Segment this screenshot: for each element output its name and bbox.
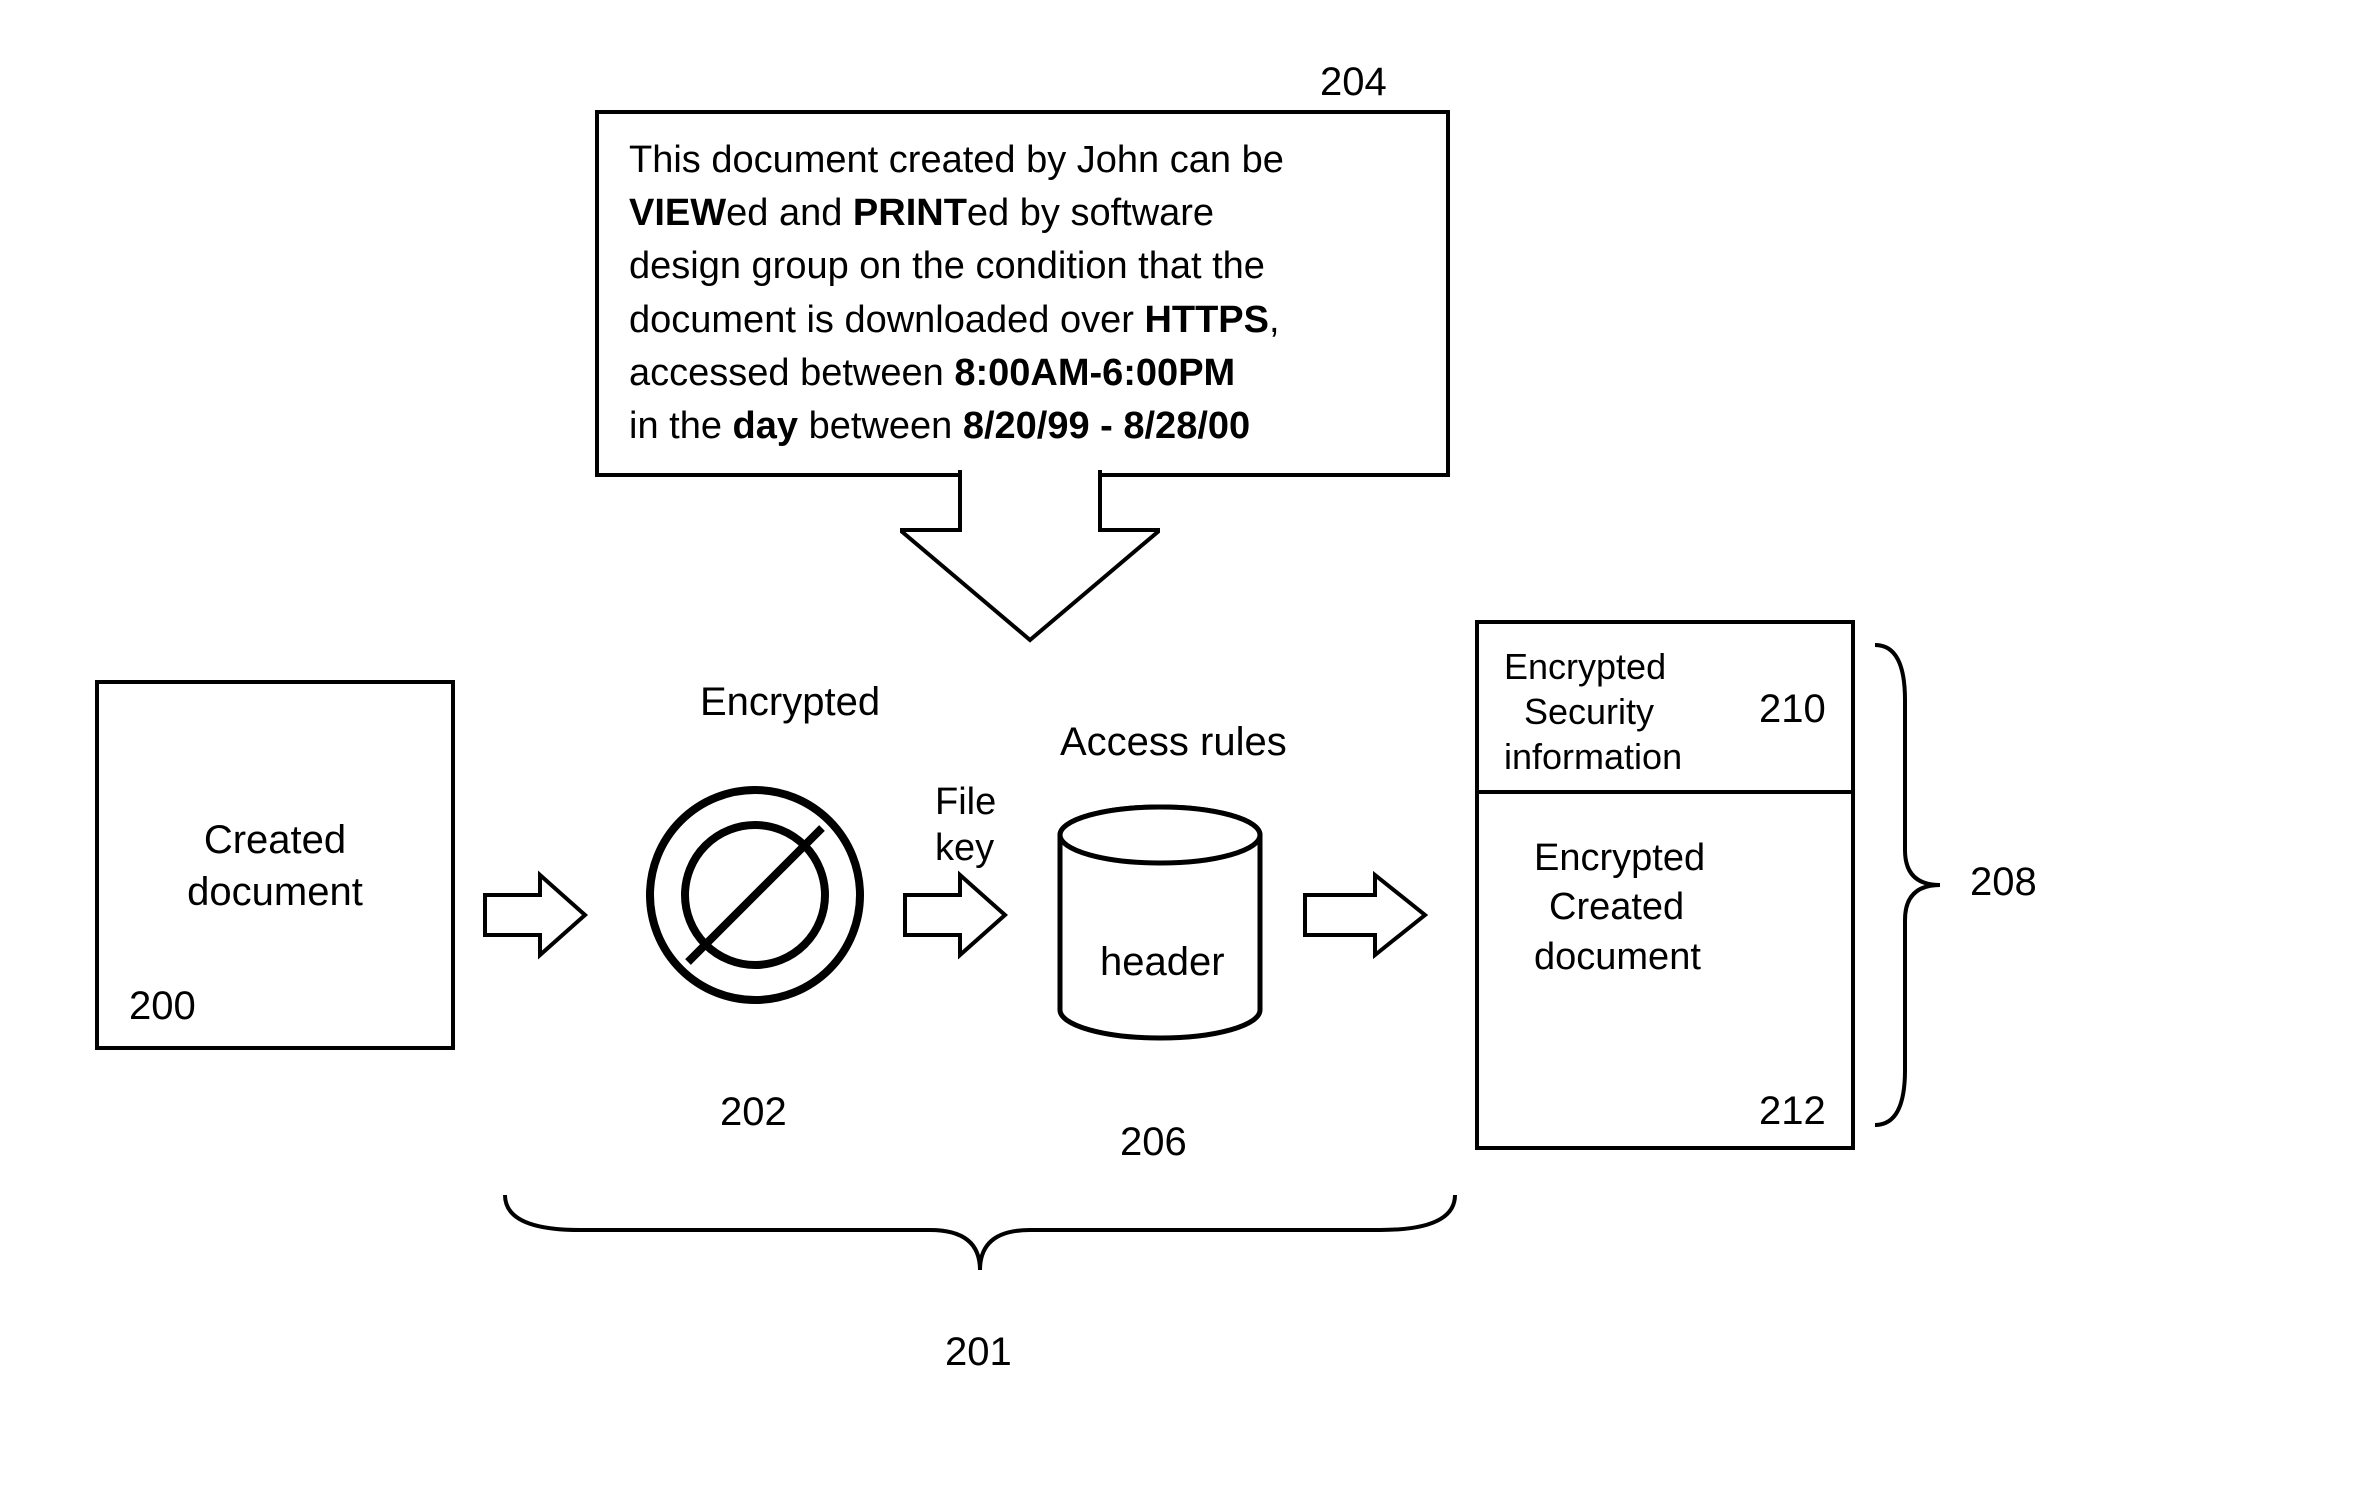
arrow-3: [1300, 870, 1430, 960]
ref-212: 212: [1759, 1089, 1826, 1134]
callout-line5: accessed between 8:00AM-6:00PM: [629, 347, 1416, 400]
output-bottom-line3: document: [1534, 933, 1851, 982]
callout-line1: This document created by John can be: [629, 134, 1416, 187]
output-box: Encrypted Security information 210 Encry…: [1475, 620, 1855, 1150]
output-bottom-line2: Created: [1534, 883, 1851, 932]
created-doc-line2: document: [99, 866, 451, 918]
prohibition-icon: [640, 780, 870, 1010]
database-icon: [1050, 800, 1270, 1050]
ref-206: 206: [1120, 1120, 1187, 1165]
output-top-line3: information: [1504, 734, 1851, 779]
encrypted-label: Encrypted: [700, 680, 880, 725]
created-doc-line1: Created: [99, 814, 451, 866]
brace-208: [1870, 640, 1950, 1130]
callout-box: This document created by John can be VIE…: [595, 110, 1450, 477]
callout-line4: document is downloaded over HTTPS,: [629, 294, 1416, 347]
callout-line2: VIEWed and PRINTed by software: [629, 187, 1416, 240]
header-label: header: [1100, 940, 1225, 985]
ref-208: 208: [1970, 860, 2037, 905]
output-top-line1: Encrypted: [1504, 644, 1851, 689]
access-rules-label: Access rules: [1060, 720, 1287, 765]
ref-201: 201: [945, 1330, 1012, 1375]
arrow-1: [480, 870, 590, 960]
arrow-2: [900, 870, 1010, 960]
output-bottom-line1: Encrypted: [1534, 834, 1851, 883]
brace-201: [500, 1190, 1460, 1280]
file-key-label: File key: [935, 780, 996, 871]
callout-line6: in the day between 8/20/99 - 8/28/00: [629, 400, 1416, 453]
callout-line3: design group on the condition that the: [629, 240, 1416, 293]
callout-arrow: [900, 470, 1160, 650]
ref-204: 204: [1320, 60, 1387, 105]
ref-210: 210: [1759, 684, 1826, 734]
ref-202: 202: [720, 1090, 787, 1135]
ref-200: 200: [129, 984, 196, 1029]
created-document-box: Created document 200: [95, 680, 455, 1050]
